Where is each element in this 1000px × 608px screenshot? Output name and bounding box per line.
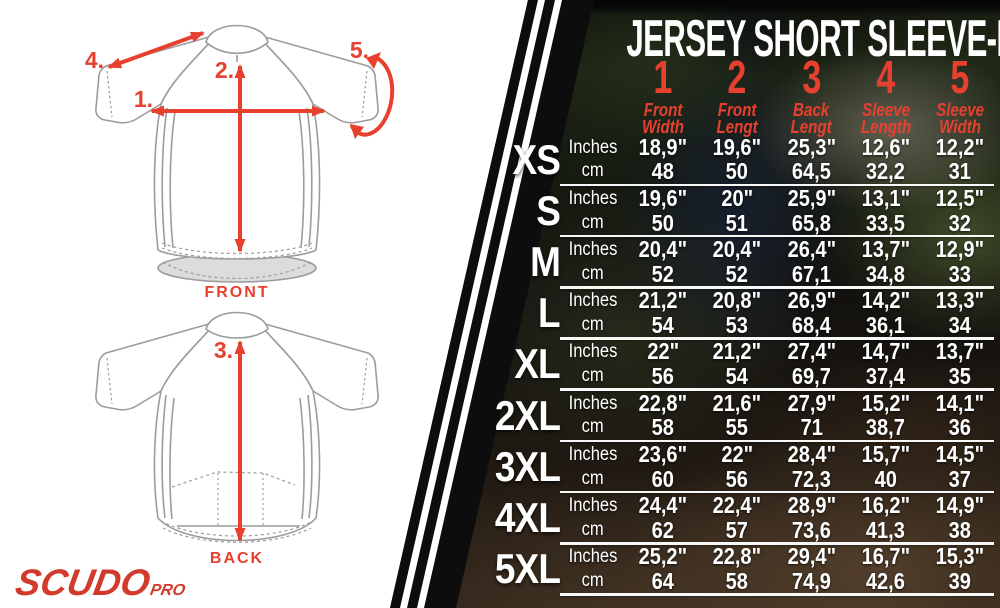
front-collar [205, 24, 269, 54]
back-collar [205, 311, 269, 339]
front-label: FRONT [204, 284, 269, 301]
marker-4: 4. [85, 47, 104, 73]
sleeve-width-arrowhead-top [366, 52, 381, 69]
divider-pinstripe-2 [417, 0, 562, 608]
brand-logo-suffix: PRO [148, 582, 187, 599]
back-label: BACK [210, 550, 264, 567]
brand-logo-text: SCUDO [12, 562, 154, 603]
marker-2: 2. [215, 57, 234, 83]
left-white-panel [0, 0, 528, 608]
marker-1: 1. [134, 86, 153, 112]
back-pocket-top-seam [171, 471, 296, 488]
sleeve-length-arrow [107, 31, 205, 69]
brand-logo: SCUDOPRO [12, 562, 190, 604]
marker-5: 5. [350, 37, 369, 63]
divider-pinstripe-1 [400, 0, 545, 608]
marker-3: 3. [214, 337, 233, 363]
sleeve-width-arrowhead-bottom [350, 124, 364, 139]
